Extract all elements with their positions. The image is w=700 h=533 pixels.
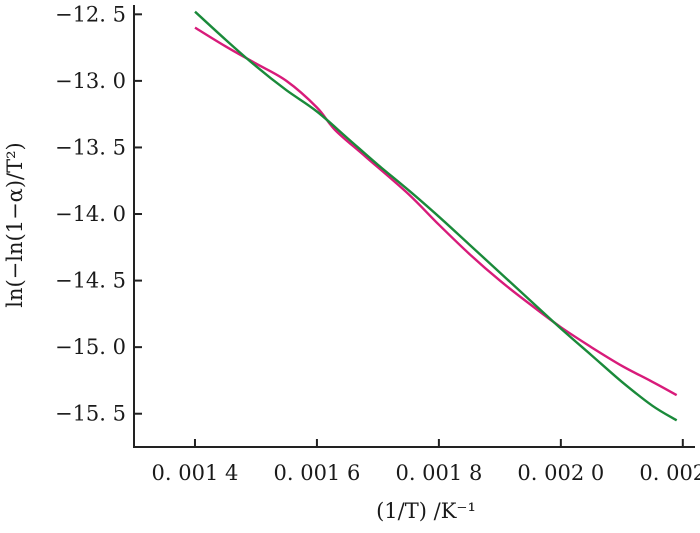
x-tick-label: 0. 001 8 — [395, 461, 482, 485]
x-axis-ticks: 0. 001 4 0. 001 6 0. 001 8 0. 002 0 0. 002 2 — [152, 439, 700, 485]
plot-area — [194, 10, 678, 422]
y-tick-label: −13. 0 — [55, 69, 126, 93]
y-tick-label: −14. 0 — [55, 202, 126, 226]
x-tick-label: 0. 001 4 — [152, 461, 239, 485]
y-tick-label: −13. 5 — [55, 135, 126, 159]
series-line-2 — [194, 10, 678, 422]
y-axis-label: ln(−ln(1−α)/T²) — [3, 142, 27, 308]
axes — [133, 5, 695, 448]
x-tick-label: 0. 002 2 — [639, 461, 700, 485]
y-axis-ticks: −12. 5 −13. 0 −13. 5 −14. 0 −14. 5 −15. 0 −15.… — [55, 2, 142, 426]
series-line-1 — [194, 26, 678, 397]
y-tick-label: −14. 5 — [55, 269, 126, 293]
x-tick-label: 0. 002 0 — [517, 461, 604, 485]
y-tick-label: −15. 0 — [55, 335, 126, 359]
y-tick-label: −12. 5 — [55, 2, 126, 26]
x-axis-label: (1/T) /K⁻¹ — [376, 499, 476, 523]
x-tick-label: 0. 001 6 — [274, 461, 361, 485]
axis-frame — [133, 5, 695, 448]
y-tick-label: −15. 5 — [55, 402, 126, 426]
